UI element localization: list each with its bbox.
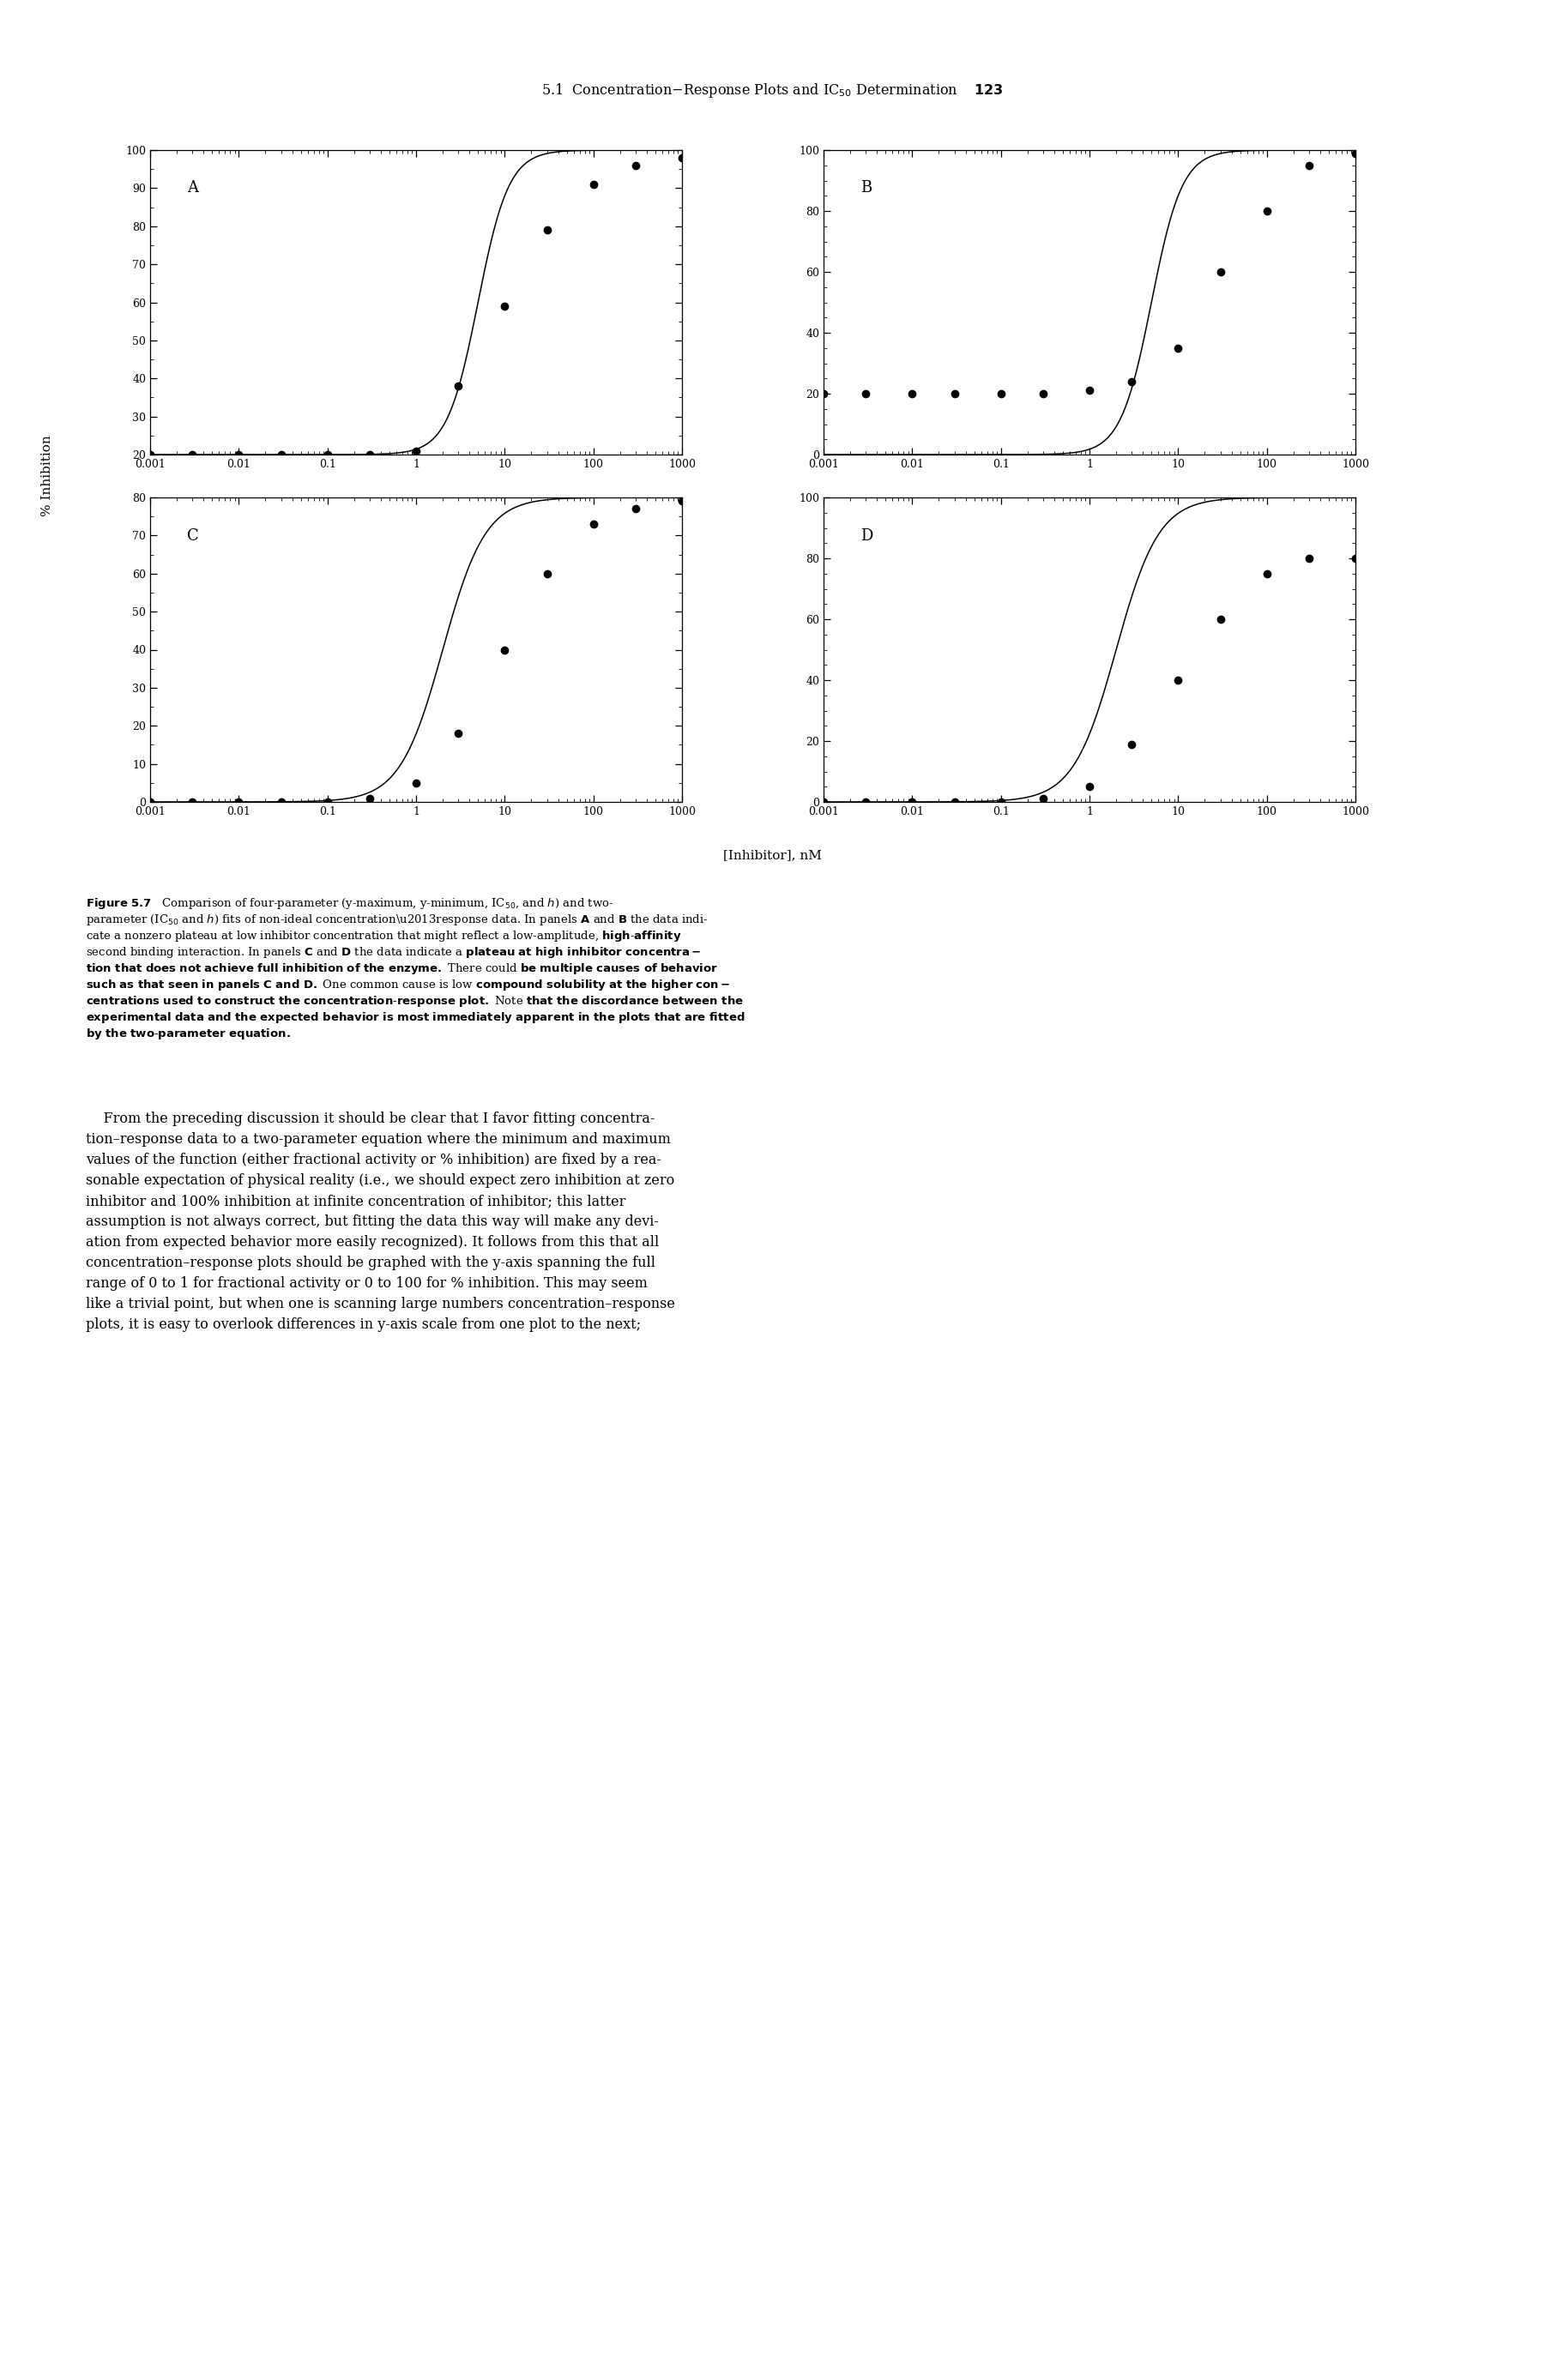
Text: parameter (IC$_{50}$ and $h$) fits of non-ideal concentration\u2013response data: parameter (IC$_{50}$ and $h$) fits of no… (87, 912, 708, 928)
Text: [Inhibitor], nM: [Inhibitor], nM (723, 850, 822, 862)
Text: inhibitor and 100% inhibition at infinite concentration of inhibitor; this latte: inhibitor and 100% inhibition at infinit… (87, 1195, 626, 1209)
Text: D: D (861, 528, 873, 543)
Text: like a trivial point, but when one is scanning large numbers concentration–respo: like a trivial point, but when one is sc… (87, 1297, 675, 1311)
Text: $\mathbf{tion\ that\ does\ not\ achieve\ full\ inhibition\ of\ the\ enzyme.}$ Th: $\mathbf{tion\ that\ does\ not\ achieve\… (87, 962, 718, 976)
Text: assumption is not always correct, but fitting the data this way will make any de: assumption is not always correct, but fi… (87, 1214, 658, 1228)
Text: A: A (187, 181, 198, 195)
Text: C: C (187, 528, 199, 543)
Text: % Inhibition: % Inhibition (42, 436, 53, 516)
Text: $\mathbf{by\ the\ two\text{-}parameter\ equation.}$: $\mathbf{by\ the\ two\text{-}parameter\ … (87, 1026, 290, 1040)
Text: range of 0 to 1 for fractional activity or 0 to 100 for % inhibition. This may s: range of 0 to 1 for fractional activity … (87, 1276, 647, 1290)
Text: plots, it is easy to overlook differences in y-axis scale from one plot to the n: plots, it is easy to overlook difference… (87, 1319, 641, 1333)
Text: B: B (861, 181, 871, 195)
Text: values of the function (either fractional activity or % inhibition) are fixed by: values of the function (either fractiona… (87, 1152, 661, 1166)
Text: concentration–response plots should be graphed with the y-axis spanning the full: concentration–response plots should be g… (87, 1257, 655, 1271)
Text: sonable expectation of physical reality (i.e., we should expect zero inhibition : sonable expectation of physical reality … (87, 1173, 675, 1188)
Text: $\mathbf{Figure\ 5.7}$   Comparison of four-parameter (y-maximum, y-minimum, IC$: $\mathbf{Figure\ 5.7}$ Comparison of fou… (87, 897, 613, 912)
Text: cate a nonzero plateau at low inhibitor concentration that might reflect a low-a: cate a nonzero plateau at low inhibitor … (87, 928, 681, 942)
Text: second binding interaction. In panels $\mathbf{C}$ and $\mathbf{D}$ the data ind: second binding interaction. In panels $\… (87, 945, 701, 959)
Text: $\mathbf{such\ as\ that\ seen\ in\ panels\ C\ and\ D.}$ One common cause is low : $\mathbf{such\ as\ that\ seen\ in\ panel… (87, 978, 731, 992)
Text: $\mathbf{centrations\ used\ to\ construct\ the\ concentration\text{-}response\ p: $\mathbf{centrations\ used\ to\ construc… (87, 995, 743, 1009)
Text: From the preceding discussion it should be clear that I favor fitting concentra-: From the preceding discussion it should … (87, 1111, 655, 1126)
Text: tion–response data to a two-parameter equation where the minimum and maximum: tion–response data to a two-parameter eq… (87, 1133, 671, 1147)
Text: ation from expected behavior more easily recognized). It follows from this that : ation from expected behavior more easily… (87, 1235, 660, 1250)
Text: 5.1  Concentration$-$Response Plots and IC$_{50}$ Determination    $\mathbf{123}: 5.1 Concentration$-$Response Plots and I… (541, 81, 1004, 100)
Text: $\mathbf{experimental\ data\ and\ the\ expected\ behavior\ is\ most\ immediately: $\mathbf{experimental\ data\ and\ the\ e… (87, 1012, 745, 1026)
